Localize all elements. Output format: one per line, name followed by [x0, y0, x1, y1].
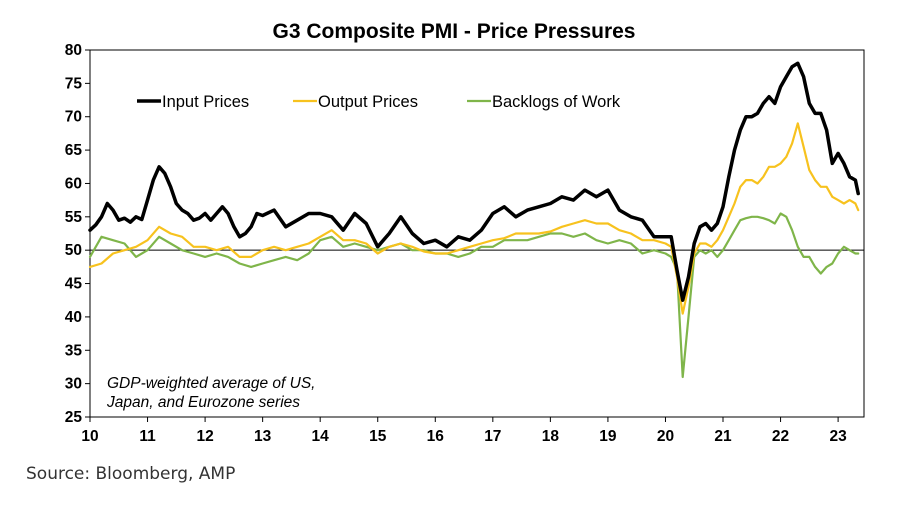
y-tick-label: 25 [65, 409, 83, 426]
series-line-output-prices [88, 122, 860, 315]
x-tick-label: 14 [312, 428, 330, 445]
y-tick-label: 60 [65, 175, 82, 192]
y-tick-label: 55 [65, 209, 83, 226]
x-tick-label: 16 [427, 428, 445, 445]
pmi-line-chart: G3 Composite PMI - Price Pressures 25 30 3… [65, 20, 865, 445]
source-note: Source: Bloomberg, AMP [26, 464, 236, 484]
legend: Input Prices Output Prices Backlogs of Wor… [137, 93, 621, 111]
plot-area [89, 49, 865, 418]
y-tick-label: 30 [65, 376, 82, 393]
y-axis: 25 30 35 40 45 50 55 60 65 70 75 80 [65, 42, 90, 426]
y-tick-label: 45 [65, 276, 83, 293]
y-tick-label: 65 [65, 142, 83, 159]
x-tick-label: 21 [714, 428, 732, 445]
y-tick-label: 50 [65, 242, 82, 259]
legend-label-backlogs-of-work: Backlogs of Work [492, 93, 621, 111]
legend-label-input-prices: Input Prices [162, 93, 249, 111]
series-layer [88, 61, 860, 379]
y-tick-label: 35 [65, 342, 83, 359]
annotation-line-1: GDP-weighted average of US, [107, 375, 316, 392]
x-tick-label: 10 [81, 428, 98, 445]
x-tick-label: 18 [542, 428, 560, 445]
y-tick-label: 40 [65, 309, 82, 326]
x-axis: 10 11 12 13 14 15 16 17 18 19 20 21 22 23 [81, 417, 847, 445]
x-tick-label: 15 [369, 428, 387, 445]
x-tick-label: 12 [196, 428, 213, 445]
annotation: GDP-weighted average of US, Japan, and E… [106, 375, 316, 411]
y-tick-label: 80 [65, 42, 82, 59]
x-tick-label: 23 [829, 428, 847, 445]
x-tick-label: 13 [254, 428, 272, 445]
annotation-line-2: Japan, and Eurozone series [106, 394, 300, 411]
x-tick-label: 17 [484, 428, 501, 445]
chart-title: G3 Composite PMI - Price Pressures [273, 20, 636, 43]
y-tick-label: 75 [65, 75, 83, 92]
series-line-input-prices [88, 61, 860, 302]
legend-label-output-prices: Output Prices [318, 93, 418, 111]
series-line-backlogs-of-work [88, 212, 860, 379]
x-tick-label: 11 [139, 428, 156, 445]
x-tick-label: 19 [599, 428, 617, 445]
x-tick-label: 22 [772, 428, 789, 445]
x-tick-label: 20 [657, 428, 674, 445]
y-tick-label: 70 [65, 109, 82, 126]
